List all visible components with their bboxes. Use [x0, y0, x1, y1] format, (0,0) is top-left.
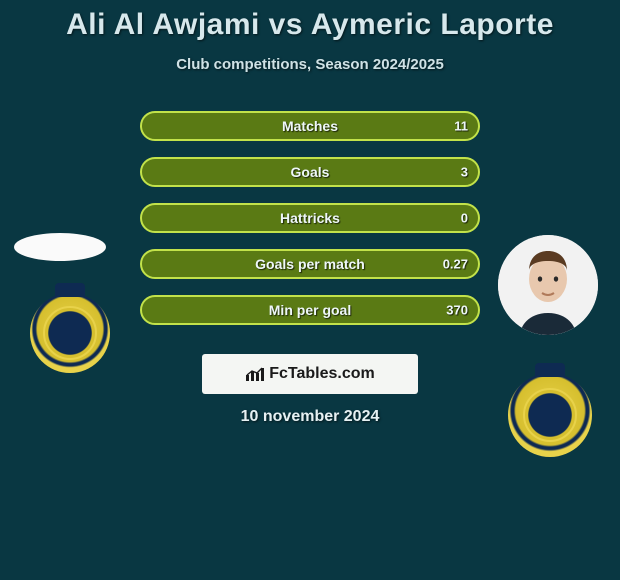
comparison-content: Matches 11 Goals 3 Hattricks 0 Goals per match…	[0, 111, 620, 351]
stat-label: Goals	[291, 164, 330, 180]
comparison-subtitle: Club competitions, Season 2024/2025	[0, 56, 620, 73]
crown-icon	[55, 283, 85, 297]
player-left-club-badge	[30, 293, 110, 373]
player-right-club-badge	[508, 373, 592, 457]
bars-icon	[245, 366, 265, 382]
stat-bar: Min per goal 370	[140, 295, 480, 325]
stat-right-value: 11	[454, 119, 468, 134]
stat-bar: Hattricks 0	[140, 203, 480, 233]
stat-right-value: 3	[461, 165, 468, 180]
badge-inner-icon	[523, 388, 577, 442]
stat-bar: Goals 3	[140, 157, 480, 187]
brand-text: FcTables.com	[269, 365, 375, 383]
player-right-portrait-icon	[498, 235, 598, 335]
stat-bar: Goals per match 0.27	[140, 249, 480, 279]
brand-watermark: FcTables.com	[202, 354, 418, 394]
stat-right-value: 0.27	[443, 257, 468, 272]
stat-bars: Matches 11 Goals 3 Hattricks 0 Goals per match…	[140, 111, 480, 341]
snapshot-date: 10 november 2024	[241, 408, 380, 426]
stat-label: Hattricks	[280, 210, 340, 226]
comparison-title: Ali Al Awjami vs Aymeric Laporte	[0, 0, 620, 42]
crown-icon	[535, 363, 565, 377]
badge-inner-icon	[43, 306, 97, 360]
stat-label: Min per goal	[269, 302, 351, 318]
player-left-avatar	[14, 233, 106, 261]
player-right-avatar	[498, 235, 598, 335]
stat-bar: Matches 11	[140, 111, 480, 141]
stat-label: Matches	[282, 118, 338, 134]
stat-right-value: 0	[461, 211, 468, 226]
stat-right-value: 370	[446, 303, 468, 318]
stat-label: Goals per match	[255, 256, 365, 272]
